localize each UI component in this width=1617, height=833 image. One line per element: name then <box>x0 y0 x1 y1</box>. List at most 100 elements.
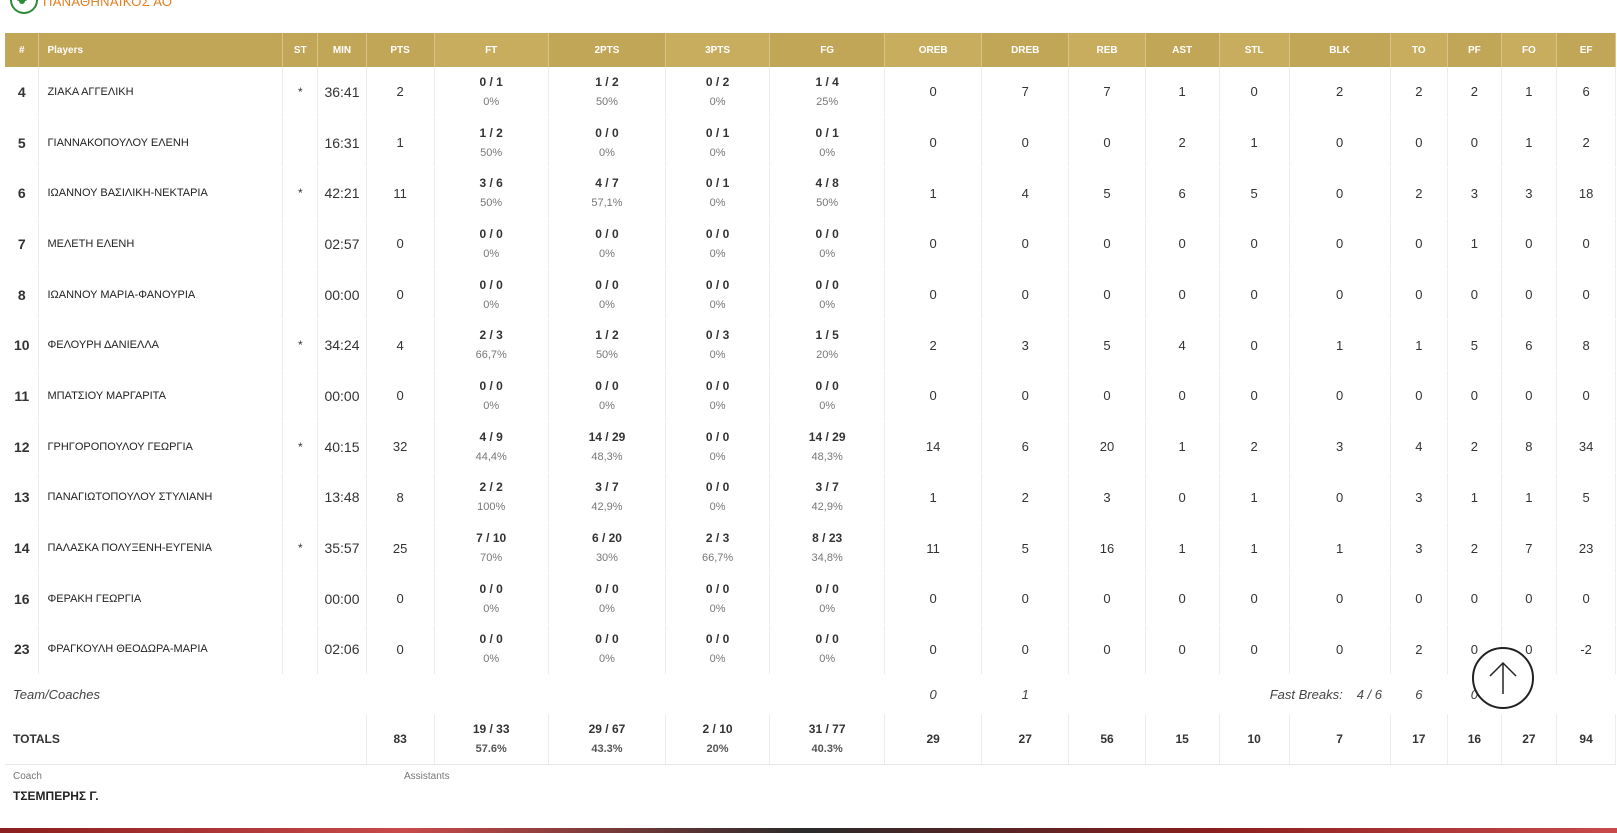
player-name[interactable]: ΓΙΑΝΝΑΚΟΠΟΥΛΟΥ ΕΛΕΝΗ <box>38 117 284 169</box>
three-pts-cell-made: 0 / 0 <box>705 429 730 444</box>
player-name[interactable]: ΙΩΑΝΝΟΥ ΜΑΡΙΑ-ΦΑΝΟΥΡΙΑ <box>38 269 284 321</box>
two-pts-cell-pct: 0% <box>599 602 615 615</box>
fg-cell: 0 / 0 0% <box>769 218 886 270</box>
reb-cell: 0 <box>1068 573 1146 625</box>
totals-oreb: 29 <box>884 713 982 766</box>
column-header-2pts[interactable]: 2PTS <box>548 33 667 67</box>
oreb-cell: 0 <box>884 218 982 270</box>
ft-cell-pct: 70% <box>480 552 503 565</box>
column-header-pf[interactable]: PF <box>1447 33 1502 67</box>
two-pts-cell: 0 / 0 0% <box>548 218 667 270</box>
stl-cell: 0 <box>1219 67 1290 118</box>
ft-cell: 0 / 1 0% <box>434 67 549 118</box>
ef-cell: -2 <box>1556 624 1616 676</box>
player-name[interactable]: ΠΑΝΑΓΙΩΤΟΠΟΥΛΟΥ ΣΤΥΛΙΑΝΗ <box>38 472 284 524</box>
two-pts-cell-pct: 0% <box>599 247 615 260</box>
player-row: 13 ΠΑΝΑΓΙΩΤΟΠΟΥΛΟΥ ΣΤΥΛΙΑΝΗ 13:48 8 2 / 2 100… <box>5 472 1616 524</box>
three-pts-cell: 0 / 0 0% <box>665 472 771 524</box>
player-name[interactable]: ΠΑΛΑΣΚΑ ΠΟΛΥΞΕΝΗ-ΕΥΓΕΝΙΑ <box>38 522 284 574</box>
three-pts-cell-pct: 0% <box>709 146 726 159</box>
team-name[interactable]: ΠΑΝΑΘΗΝΑΪΚΟΣ ΑΟ <box>43 0 173 9</box>
player-name[interactable]: ΖΙΑΚΑ ΑΓΓΕΛΙΚΗ <box>38 67 284 118</box>
points-cell: 1 <box>366 117 435 169</box>
two-pts-cell: 0 / 0 0% <box>548 117 667 169</box>
pf-cell: 3 <box>1447 167 1502 220</box>
column-header-blk[interactable]: BLK <box>1289 33 1391 67</box>
column-header-stl[interactable]: STL <box>1219 33 1290 67</box>
column-header-players[interactable]: Players <box>38 33 284 67</box>
player-name[interactable]: ΦΕΡΑΚΗ ΓΕΩΡΓΙΑ <box>38 573 284 625</box>
column-header-fg[interactable]: FG <box>769 33 886 67</box>
scroll-to-top-button[interactable] <box>1472 647 1534 709</box>
three-pts-cell-pct: 0% <box>709 298 726 311</box>
fg-cell-made: 0 / 0 <box>815 632 839 647</box>
column-header-min[interactable]: MIN <box>317 33 367 67</box>
totals-label: TOTALS <box>5 713 367 766</box>
stl-cell: 1 <box>1219 522 1290 574</box>
dreb-cell: 4 <box>981 167 1070 220</box>
ast-cell: 1 <box>1145 522 1220 574</box>
fo-cell: 7 <box>1501 522 1558 574</box>
pf-cell: 0 <box>1447 370 1502 422</box>
fg-cell-pct: 0% <box>819 653 836 666</box>
pf-cell: 2 <box>1447 67 1502 118</box>
fo-cell: 1 <box>1501 117 1558 169</box>
player-name[interactable]: ΦΕΛΟΥΡΗ ΔΑΝΙΕΛΛΑ <box>38 319 284 372</box>
ast-cell: 1 <box>1145 67 1220 118</box>
two-pts-cell-pct: 50% <box>595 95 618 108</box>
three-pts-cell: 0 / 0 0% <box>665 218 771 270</box>
ft-cell-pct: 100% <box>477 501 506 514</box>
column-header-oreb[interactable]: OREB <box>884 33 982 67</box>
ft-cell-pct: 0% <box>483 298 500 311</box>
column-header-reb[interactable]: REB <box>1068 33 1146 67</box>
three-pts-cell-pct: 0% <box>709 95 726 108</box>
column-header-fo[interactable]: FO <box>1501 33 1558 67</box>
blk-cell: 0 <box>1289 624 1391 676</box>
three-pts-cell-pct: 0% <box>709 349 726 362</box>
dreb-cell: 0 <box>981 573 1070 625</box>
fo-cell: 6 <box>1501 319 1558 372</box>
two-pts-cell-made: 14 / 29 <box>588 429 626 444</box>
player-name[interactable]: ΜΕΛΕΤΗ ΕΛΕΝΗ <box>38 218 284 270</box>
three-pts-cell-made: 0 / 3 <box>705 328 730 343</box>
player-name[interactable]: ΙΩΑΝΝΟΥ ΒΑΣΙΛΙΚΗ-ΝΕΚΤΑΡΙΑ <box>38 167 284 220</box>
player-name[interactable]: ΜΠΑΤΣΙΟΥ ΜΑΡΓΑΡΙΤΑ <box>38 370 284 422</box>
two-pts-cell-made: 0 / 0 <box>595 632 619 647</box>
column-header-to[interactable]: TO <box>1390 33 1449 67</box>
totals-dreb: 27 <box>981 713 1070 766</box>
blk-cell: 1 <box>1289 319 1391 372</box>
ft-cell: 0 / 0 0% <box>434 370 549 422</box>
ft-cell-made: 0 / 0 <box>479 378 503 393</box>
column-header-st[interactable]: ST <box>282 33 319 67</box>
three-pts-cell-made: 0 / 0 <box>705 378 730 393</box>
player-row: 8 ΙΩΑΝΝΟΥ ΜΑΡΙΑ-ΦΑΝΟΥΡΙΑ 00:00 0 0 / 0 0% 0 / … <box>5 269 1616 321</box>
ft-cell-made: 2 / 2 <box>479 480 503 495</box>
starter-marker <box>282 218 319 270</box>
totals-ft-made: 19 / 33 <box>472 722 510 737</box>
oreb-cell: 0 <box>884 573 982 625</box>
column-header-ft[interactable]: FT <box>434 33 549 67</box>
oreb-cell: 0 <box>884 624 982 676</box>
column-header-ast[interactable]: AST <box>1145 33 1220 67</box>
three-pts-cell: 0 / 3 0% <box>665 319 771 372</box>
column-header-pts[interactable]: PTS <box>366 33 435 67</box>
player-name[interactable]: ΓΡΗΓΟΡΟΠΟΥΛΟΥ ΓΕΩΡΓΙΑ <box>38 421 284 473</box>
player-number: 13 <box>5 472 40 524</box>
three-pts-cell-pct: 0% <box>709 197 726 210</box>
oreb-cell: 14 <box>884 421 982 473</box>
ft-cell-pct: 0% <box>483 602 500 615</box>
minutes-cell: 40:15 <box>317 421 367 473</box>
dreb-cell: 0 <box>981 269 1070 321</box>
column-header-ef[interactable]: EF <box>1556 33 1616 67</box>
player-name[interactable]: ΦΡΑΓΚΟΥΛΗ ΘΕΟΔΩΡΑ-ΜΑΡΙΑ <box>38 624 284 676</box>
column-header-3pts[interactable]: 3PTS <box>665 33 771 67</box>
minutes-cell: 00:00 <box>317 370 367 422</box>
points-cell: 32 <box>366 421 435 473</box>
fo-cell: 1 <box>1501 472 1558 524</box>
column-header-dreb[interactable]: DREB <box>981 33 1070 67</box>
fg-cell: 0 / 0 0% <box>769 624 886 676</box>
points-cell: 0 <box>366 624 435 676</box>
column-header-number[interactable]: # <box>5 33 40 67</box>
two-pts-cell-made: 0 / 0 <box>595 378 619 393</box>
ast-cell: 0 <box>1145 370 1220 422</box>
